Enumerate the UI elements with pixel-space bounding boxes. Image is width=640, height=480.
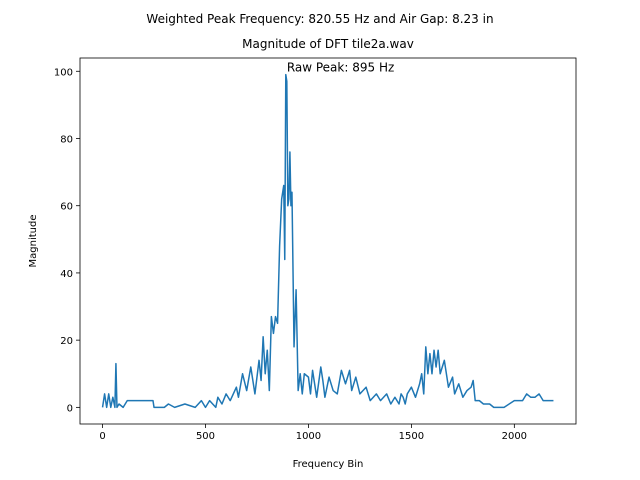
y-tick-label: 60: [60, 202, 73, 213]
x-tick-label: 500: [196, 431, 215, 442]
y-tick-label: 0: [67, 403, 73, 414]
annotation: Raw Peak: 895 Hz: [287, 61, 394, 75]
y-tick-label: 40: [60, 269, 73, 280]
chart-title: Magnitude of DFT tile2a.wav: [242, 37, 414, 51]
x-tick-label: 1000: [296, 431, 321, 442]
y-tick-label: 100: [54, 67, 73, 78]
x-tick-label: 0: [99, 431, 105, 442]
y-axis-label: Magnitude: [28, 215, 39, 268]
y-tick-label: 20: [60, 336, 73, 347]
data-line: [101, 73, 554, 409]
x-axis-label: Frequency Bin: [293, 459, 364, 470]
plot-frame: [79, 57, 577, 425]
y-tick-label: 80: [60, 134, 73, 145]
x-tick-label: 1500: [399, 431, 424, 442]
suptitle: Weighted Peak Frequency: 820.55 Hz and A…: [146, 12, 493, 26]
x-tick-label: 2000: [502, 431, 527, 442]
